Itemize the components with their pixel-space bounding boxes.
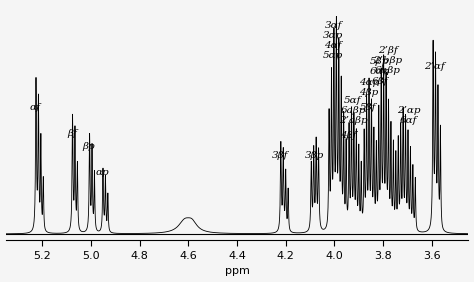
Text: βf: βf xyxy=(67,129,77,138)
Text: βp: βp xyxy=(82,142,95,151)
Text: 5αf
6aβp
2’aβp: 5αf 6aβp 2’aβp xyxy=(338,96,367,125)
Text: 2’βf
2’bβp
6bβp: 2’βf 2’bβp 6bβp xyxy=(373,46,402,75)
Text: 4αp
4βp: 4αp 4βp xyxy=(359,78,379,97)
Text: 3βf: 3βf xyxy=(272,151,289,160)
Text: αf: αf xyxy=(30,103,41,112)
Text: 5βp
6αp
6βf: 5βp 6αp 6βf xyxy=(369,57,390,86)
Text: 2’αp
6αf: 2’αp 6αf xyxy=(397,106,420,125)
X-axis label: ppm: ppm xyxy=(225,266,249,276)
Text: αp: αp xyxy=(96,168,109,177)
Text: 3βp: 3βp xyxy=(305,151,325,160)
Text: 2’αf: 2’αf xyxy=(424,62,445,71)
Text: 5βf: 5βf xyxy=(360,103,376,112)
Text: 4βf: 4βf xyxy=(339,131,356,140)
Text: 3αf
3αp
4αf
5αp: 3αf 3αp 4αf 5αp xyxy=(323,21,343,60)
